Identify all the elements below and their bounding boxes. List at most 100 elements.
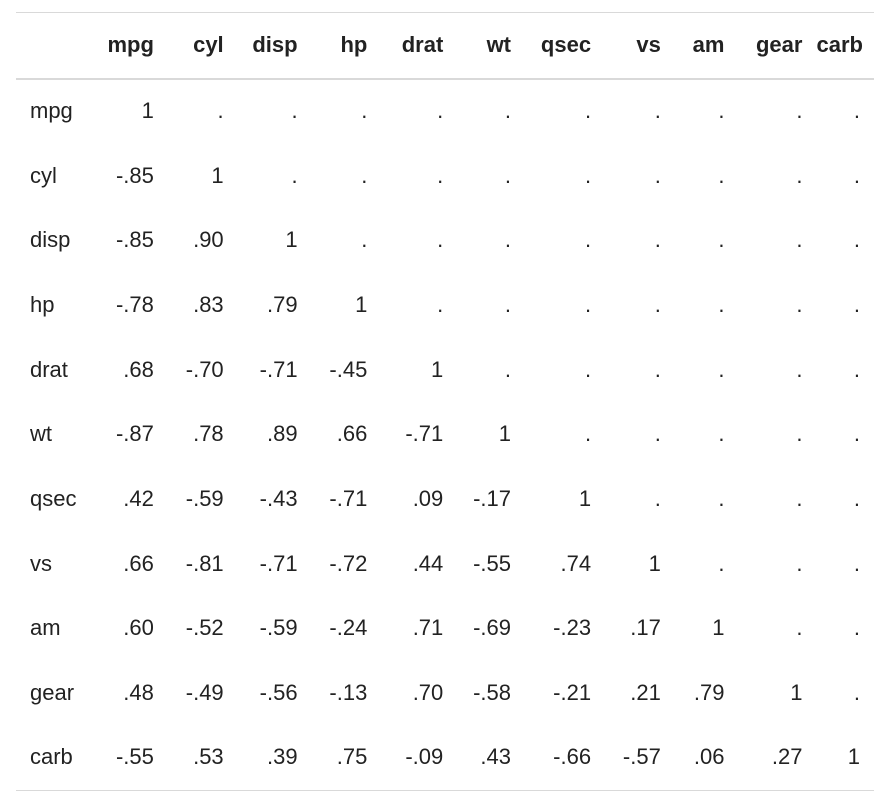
cell-mpg-drat: .	[437, 98, 444, 124]
cell-mpg-hp: .	[361, 98, 368, 124]
cell-drat-qsec: .	[584, 356, 592, 382]
cell-drat-carb: .	[853, 356, 860, 382]
cell-am-disp: -.59	[259, 615, 298, 641]
cell-disp-drat: .	[437, 227, 444, 253]
table-row-am: am .60 -.52 -.59 -.24 .71 -.69 -.23 .17 1..	[16, 596, 874, 661]
cell-carb-wt: .43	[457, 725, 526, 791]
cell-disp-carb: .	[853, 227, 860, 253]
cell-vs-am: .	[718, 550, 725, 576]
cell-disp-hp: .	[361, 227, 368, 253]
cell-vs-vs: 1	[648, 550, 661, 576]
cell-cyl-drat: .	[437, 162, 444, 188]
cell-cyl-carb: .	[853, 162, 860, 188]
cell-disp-mpg: -.85	[115, 227, 154, 253]
cell-qsec-wt: -.17	[473, 485, 512, 511]
column-header-carb: carb	[816, 12, 874, 80]
cell-disp-cyl: .90	[193, 227, 224, 253]
cell-qsec-gear: .	[796, 485, 803, 511]
table-row-mpg: mpg 1..........	[16, 79, 874, 144]
cell-gear-wt: -.58	[473, 680, 512, 706]
cell-am-hp: -.24	[329, 615, 368, 641]
cell-cyl-mpg: -.85	[115, 162, 154, 188]
cell-wt-qsec: .	[584, 421, 592, 447]
cell-vs-cyl: -.81	[185, 550, 224, 576]
cell-mpg-qsec: .	[584, 98, 592, 124]
cell-hp-drat: .	[437, 291, 444, 317]
cell-cyl-wt: .	[504, 162, 512, 188]
cell-carb-cyl: .53	[167, 725, 238, 791]
cell-gear-disp: -.56	[259, 680, 298, 706]
cell-vs-disp: -.71	[259, 550, 298, 576]
cell-vs-gear: .	[796, 550, 803, 576]
cell-cyl-qsec: .	[584, 162, 592, 188]
row-label-carb: carb	[16, 725, 94, 791]
cell-gear-drat: .70	[412, 680, 444, 706]
cell-disp-gear: .	[796, 227, 803, 253]
column-header-wt: wt	[457, 12, 526, 80]
cell-mpg-carb: .	[853, 98, 860, 124]
cell-hp-mpg: -.78	[115, 291, 154, 317]
table-row-wt: wt -.87 .78 .89 .66 -.71 1.....	[16, 402, 874, 467]
cell-am-gear: .	[796, 615, 803, 641]
cell-am-am: 1	[712, 615, 725, 641]
cell-vs-mpg: .66	[123, 550, 154, 576]
table-body: mpg 1.......... cyl -.85 1......... disp -.85.…	[16, 79, 874, 791]
cell-wt-vs: .	[654, 421, 661, 447]
cell-drat-hp: -.45	[329, 356, 368, 382]
cell-cyl-gear: .	[796, 162, 803, 188]
cell-carb-disp: .39	[237, 725, 312, 791]
cell-disp-disp: 1	[285, 227, 298, 253]
cell-wt-mpg: -.87	[115, 421, 154, 447]
cell-wt-cyl: .78	[193, 421, 224, 447]
cell-carb-am: .06	[674, 725, 739, 791]
cell-hp-hp: 1	[355, 291, 368, 317]
cell-disp-vs: .	[654, 227, 661, 253]
column-header-gear: gear	[738, 12, 817, 80]
cell-wt-disp: .89	[266, 421, 298, 447]
cell-mpg-cyl: .	[217, 98, 224, 124]
column-header-vs: vs	[605, 12, 675, 80]
cell-carb-gear: .27	[738, 725, 817, 791]
column-header-am: am	[674, 12, 739, 80]
cell-drat-vs: .	[654, 356, 661, 382]
row-label-am: am	[30, 615, 61, 641]
cell-hp-qsec: .	[584, 291, 592, 317]
cell-gear-am: .79	[693, 680, 725, 706]
cell-mpg-vs: .	[654, 98, 661, 124]
cell-disp-qsec: .	[584, 227, 592, 253]
cell-qsec-mpg: .42	[123, 485, 154, 511]
cell-carb-drat: -.09	[381, 725, 458, 791]
cell-am-vs: .17	[630, 615, 661, 641]
row-label-drat: drat	[30, 356, 68, 382]
cell-qsec-drat: .09	[412, 485, 444, 511]
cell-gear-gear: 1	[790, 680, 803, 706]
cell-am-mpg: .60	[123, 615, 154, 641]
cell-cyl-hp: .	[361, 162, 368, 188]
row-label-cyl: cyl	[30, 162, 57, 188]
cell-am-carb: .	[853, 615, 860, 641]
cell-vs-qsec: .74	[560, 550, 592, 576]
cell-cyl-am: .	[718, 162, 725, 188]
cell-drat-wt: .	[504, 356, 512, 382]
cell-hp-wt: .	[504, 291, 512, 317]
cell-cyl-vs: .	[654, 162, 661, 188]
cell-am-wt: -.69	[473, 615, 512, 641]
cell-drat-disp: -.71	[259, 356, 298, 382]
cell-wt-gear: .	[796, 421, 803, 447]
cell-gear-vs: .21	[630, 680, 661, 706]
cell-hp-vs: .	[654, 291, 661, 317]
cell-carb-qsec: -.66	[525, 725, 606, 791]
cell-vs-carb: .	[853, 550, 860, 576]
cell-drat-mpg: .68	[123, 356, 154, 382]
cell-mpg-wt: .	[504, 98, 512, 124]
cell-hp-am: .	[718, 291, 725, 317]
table-row-vs: vs .66 -.81 -.71 -.72 .44 -.55 .74 1...	[16, 531, 874, 596]
row-label-wt: wt	[30, 421, 52, 447]
cell-mpg-gear: .	[796, 98, 803, 124]
column-header-cyl: cyl	[167, 12, 238, 80]
cell-mpg-am: .	[718, 98, 725, 124]
table-row-carb: carb -.55.53.39.75 -.09.43 -.66 -.57.06.27 1	[16, 725, 874, 791]
column-header-drat: drat	[381, 12, 458, 80]
cell-hp-cyl: .83	[193, 291, 224, 317]
cell-qsec-carb: .	[853, 485, 860, 511]
